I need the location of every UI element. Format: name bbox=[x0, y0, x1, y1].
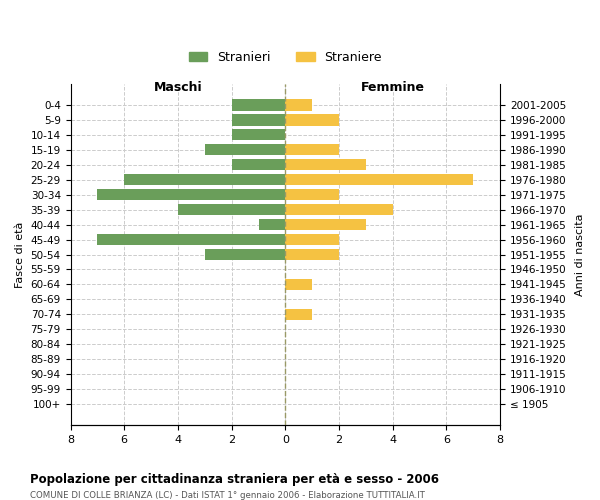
Bar bbox=[286, 309, 312, 320]
Y-axis label: Anni di nascita: Anni di nascita bbox=[575, 214, 585, 296]
Bar bbox=[286, 219, 366, 230]
Bar bbox=[259, 219, 286, 230]
Bar bbox=[286, 234, 339, 245]
Bar bbox=[232, 100, 286, 110]
Text: Popolazione per cittadinanza straniera per età e sesso - 2006: Popolazione per cittadinanza straniera p… bbox=[30, 472, 439, 486]
Bar bbox=[205, 249, 286, 260]
Text: Femmine: Femmine bbox=[361, 82, 425, 94]
Legend: Stranieri, Straniere: Stranieri, Straniere bbox=[184, 46, 387, 68]
Bar bbox=[232, 114, 286, 126]
Text: COMUNE DI COLLE BRIANZA (LC) - Dati ISTAT 1° gennaio 2006 - Elaborazione TUTTITA: COMUNE DI COLLE BRIANZA (LC) - Dati ISTA… bbox=[30, 491, 425, 500]
Bar bbox=[286, 100, 312, 110]
Bar bbox=[286, 159, 366, 170]
Bar bbox=[97, 234, 286, 245]
Y-axis label: Fasce di età: Fasce di età bbox=[15, 222, 25, 288]
Bar bbox=[97, 189, 286, 200]
Bar bbox=[286, 114, 339, 126]
Bar bbox=[286, 174, 473, 186]
Bar bbox=[178, 204, 286, 216]
Bar bbox=[286, 279, 312, 290]
Bar bbox=[286, 189, 339, 200]
Bar bbox=[286, 144, 339, 156]
Bar bbox=[286, 249, 339, 260]
Bar bbox=[232, 129, 286, 140]
Bar bbox=[286, 204, 393, 216]
Bar bbox=[205, 144, 286, 156]
Bar bbox=[124, 174, 286, 186]
Bar bbox=[232, 159, 286, 170]
Text: Maschi: Maschi bbox=[154, 82, 202, 94]
